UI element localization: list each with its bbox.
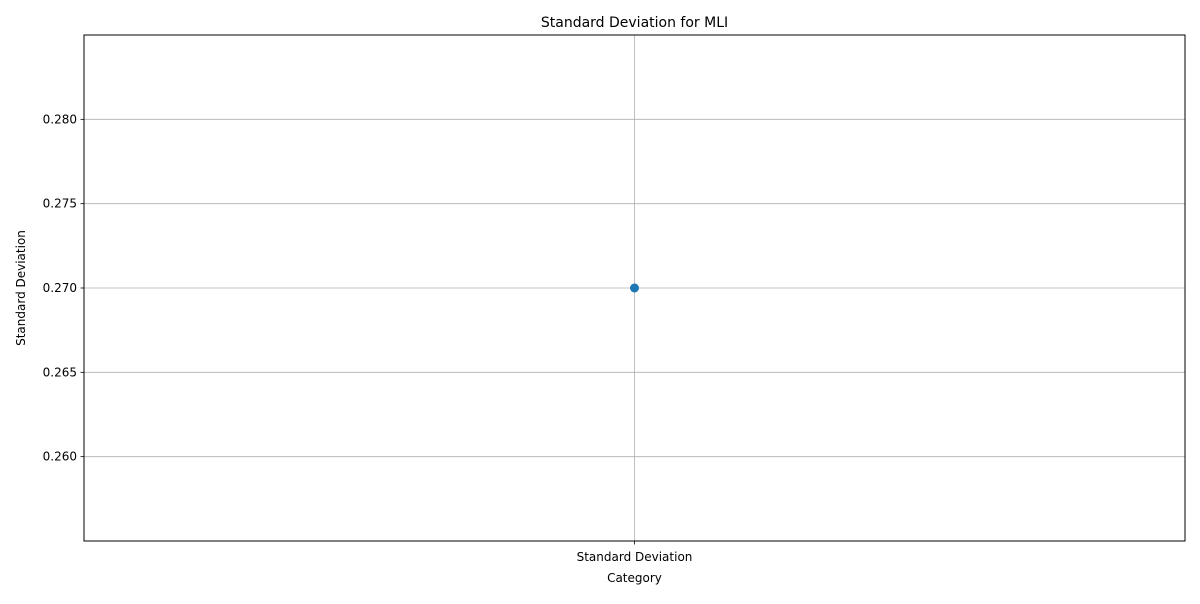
- y-tick-label: 0.265: [43, 365, 77, 379]
- chart-title: Standard Deviation for MLI: [541, 15, 728, 31]
- y-tick-label: 0.270: [43, 281, 77, 295]
- y-tick-label: 0.275: [43, 197, 77, 211]
- y-axis-title: Standard Deviation: [14, 230, 28, 346]
- x-tick-label: Standard Deviation: [577, 550, 693, 564]
- tick-layer: 0.260 0.265 0.270 0.275 0.280 Standard Deviat…: [43, 112, 693, 564]
- plot-frame: [83, 34, 1186, 542]
- y-tick-label: 0.280: [43, 112, 77, 126]
- mark-layer: [630, 283, 639, 293]
- y-tick-label: 0.260: [43, 450, 77, 464]
- data-point: [630, 283, 639, 293]
- x-axis-title: Category: [607, 571, 662, 585]
